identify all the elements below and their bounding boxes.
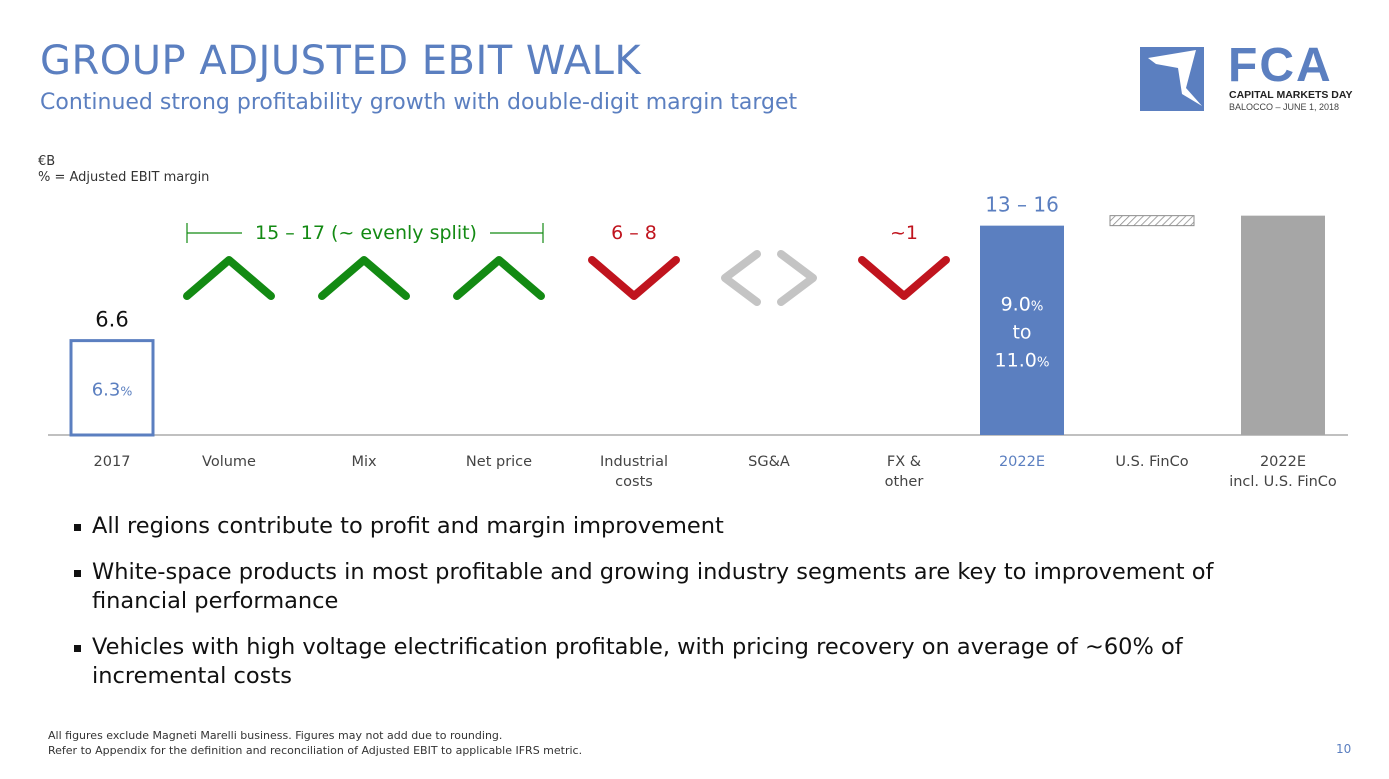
category-label: 2017 xyxy=(94,454,131,470)
category-label: costs xyxy=(615,474,653,490)
bar-2017 xyxy=(69,339,155,437)
right-chevron-icon xyxy=(777,250,817,306)
chart-units-note: €B % = Adjusted EBIT margin xyxy=(38,154,209,186)
page-number: 10 xyxy=(1336,742,1352,756)
category-label: incl. U.S. FinCo xyxy=(1229,474,1337,490)
margin-label: 9.0% xyxy=(1001,294,1044,316)
up-chevron-icon xyxy=(318,256,410,300)
category-label: U.S. FinCo xyxy=(1115,454,1188,470)
event-name: CAPITAL MARKETS DAY xyxy=(1229,89,1353,101)
up-chevron-icon xyxy=(183,256,275,300)
category-label: Volume xyxy=(202,454,256,470)
category-label: 2022E xyxy=(999,454,1045,470)
category-label: SG&A xyxy=(748,454,790,470)
bullet-item: Vehicles with high voltage electrificati… xyxy=(72,633,1222,691)
left-chevron-icon xyxy=(721,250,761,306)
page-title: GROUP ADJUSTED EBIT WALK xyxy=(40,38,642,84)
category-label: 2022E xyxy=(1260,454,1306,470)
bullet-item: All regions contribute to profit and mar… xyxy=(72,512,1222,541)
down-chevron-icon xyxy=(858,256,950,300)
key-points-list: All regions contribute to profit and mar… xyxy=(72,512,1222,708)
fca-logo-mark xyxy=(1148,50,1202,106)
footnote: All figures exclude Magneti Marelli busi… xyxy=(48,728,582,758)
bar-value-label: 13 – 16 xyxy=(985,193,1059,217)
bar-value-label: 6.6 xyxy=(95,308,128,332)
driver-range-label: ~1 xyxy=(890,222,918,244)
category-label: FX & xyxy=(887,454,921,470)
footnote-line: All figures exclude Magneti Marelli busi… xyxy=(48,729,503,742)
page-subtitle: Continued strong profitability growth wi… xyxy=(40,90,798,115)
category-label: Net price xyxy=(466,454,532,470)
category-label: Mix xyxy=(351,454,377,470)
footnote-line: Refer to Appendix for the definition and… xyxy=(48,744,583,757)
bullet-item: White-space products in most profitable … xyxy=(72,558,1222,616)
down-chevron-icon xyxy=(588,256,680,300)
currency-unit: €B xyxy=(38,154,56,169)
margin-legend: % = Adjusted EBIT margin xyxy=(38,170,210,185)
driver-range-label: 6 – 8 xyxy=(611,222,657,244)
fca-logo xyxy=(1140,47,1204,111)
event-date: BALOCCO – JUNE 1, 2018 xyxy=(1229,102,1340,112)
category-label: other xyxy=(885,474,924,490)
fca-logo-wordmark: FCA xyxy=(1228,39,1333,92)
margin-label: 11.0% xyxy=(995,350,1050,372)
driver-range-label: 15 – 17 (~ evenly split) xyxy=(255,222,477,244)
category-label: Industrial xyxy=(600,454,668,470)
bar-us-finco xyxy=(1109,215,1195,227)
bar-2022e-incl-finco xyxy=(1241,215,1325,435)
margin-label: to xyxy=(1012,322,1031,344)
bar-2022e xyxy=(980,225,1064,435)
ebit-walk-chart: 2017 Volume Mix Net price Industrial costs SG&… xyxy=(48,193,1348,490)
margin-label: 6.3% xyxy=(92,380,133,401)
up-chevron-icon xyxy=(453,256,545,300)
